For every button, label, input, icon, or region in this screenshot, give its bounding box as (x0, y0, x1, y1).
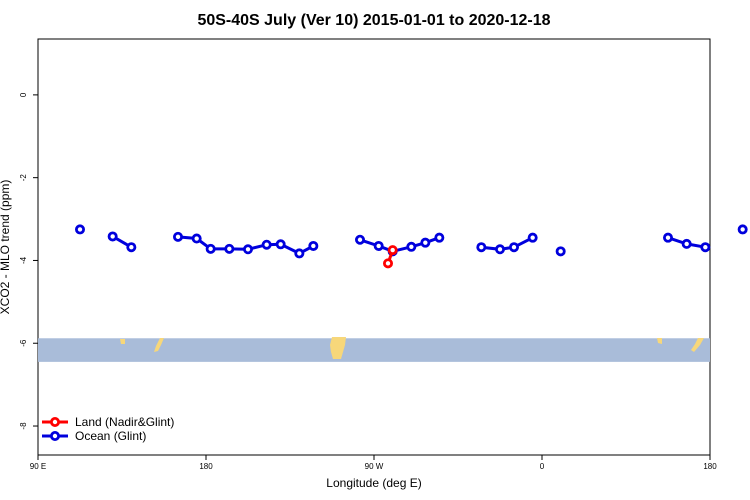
series-land-nadir-glint (382, 245, 398, 269)
data-point (476, 242, 487, 253)
data-point (434, 232, 445, 243)
legend-label: Ocean (Glint) (75, 429, 146, 443)
data-point (406, 241, 417, 252)
x-axis-label: Longitude (deg E) (326, 476, 421, 490)
x-tick-label: 180 (703, 462, 717, 471)
y-tick-label: -6 (19, 339, 28, 347)
land-shape (657, 338, 662, 344)
data-point (387, 245, 398, 256)
land-shape (120, 339, 125, 344)
data-point (191, 233, 202, 244)
data-point (663, 232, 674, 243)
data-point (308, 240, 319, 251)
data-point (681, 238, 692, 249)
legend-marker (50, 430, 61, 441)
data-point (126, 242, 137, 253)
series-layer (75, 224, 748, 269)
data-point (275, 239, 286, 250)
axis-ticks: 90 E 180 90 W 0 180 0 -2 -4 -6 -8 (19, 92, 717, 471)
y-tick-label: 0 (19, 92, 28, 97)
ocean-band (38, 338, 710, 362)
x-tick-label: 180 (199, 462, 213, 471)
y-tick-label: -2 (19, 174, 28, 182)
data-point (555, 246, 566, 257)
land-shape (154, 338, 164, 352)
data-point (205, 243, 216, 254)
data-point (294, 248, 305, 259)
chart-title: 50S-40S July (Ver 10) 2015-01-01 to 2020… (197, 12, 550, 29)
data-point (354, 234, 365, 245)
data-point (508, 242, 519, 253)
data-point (420, 237, 431, 248)
data-point (382, 258, 393, 269)
data-point (172, 231, 183, 242)
series-ocean-glint (75, 224, 748, 259)
data-point (261, 239, 272, 250)
data-point (224, 243, 235, 254)
y-axis-label: XCO2 - MLO trend (ppm) (0, 180, 12, 315)
legend: Land (Nadir&Glint)Ocean (Glint) (42, 415, 174, 443)
land-shape (691, 338, 704, 352)
y-tick-label: -4 (19, 256, 28, 264)
data-point (75, 224, 86, 235)
data-point (737, 224, 748, 235)
data-point (527, 232, 538, 243)
series-line (481, 236, 534, 251)
x-tick-label: 90 W (365, 462, 384, 471)
legend-label: Land (Nadir&Glint) (75, 415, 174, 429)
land-shape (330, 337, 346, 359)
x-tick-label: 90 E (30, 462, 46, 471)
legend-marker (50, 416, 61, 427)
data-point (107, 231, 118, 242)
y-tick-label: -8 (19, 422, 28, 430)
map-strip (38, 337, 710, 362)
data-point (700, 242, 711, 253)
x-tick-label: 0 (540, 462, 545, 471)
data-point (494, 244, 505, 255)
data-point (242, 244, 253, 255)
data-point (373, 240, 384, 251)
